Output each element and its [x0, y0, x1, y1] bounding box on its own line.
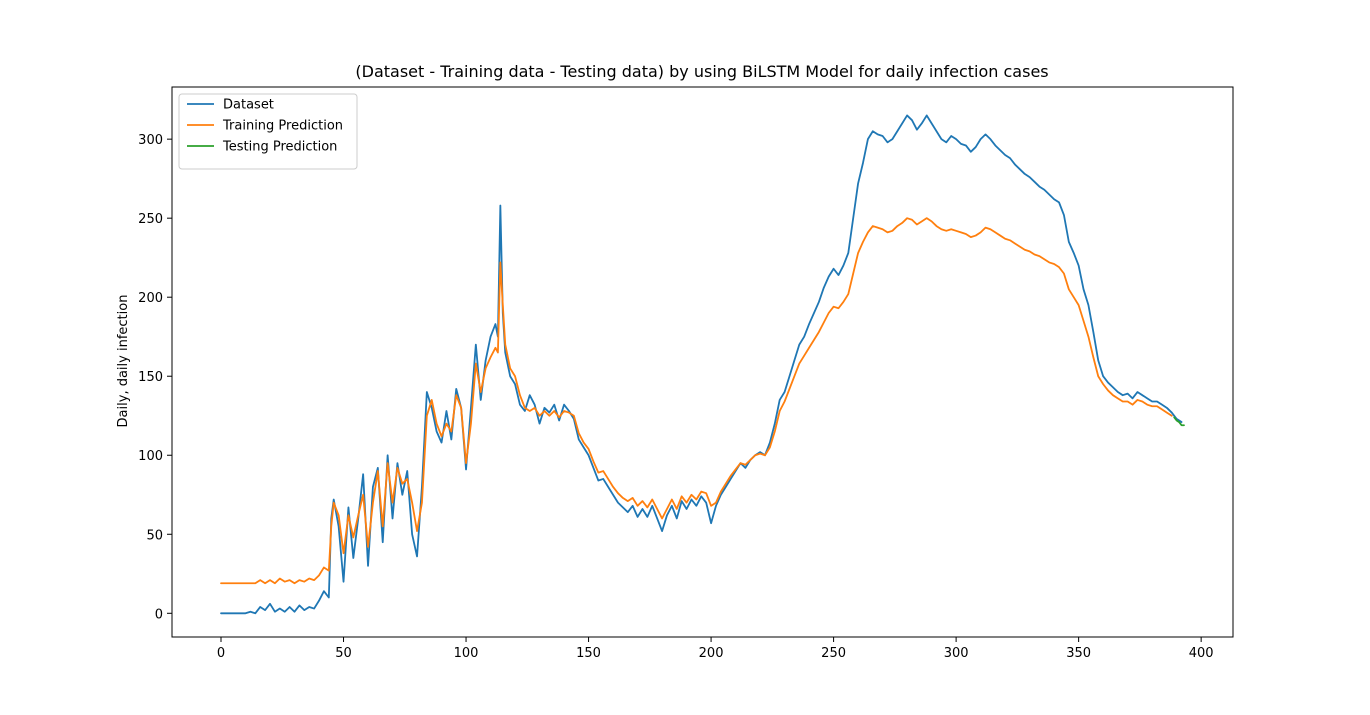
- legend-box: [178, 93, 358, 170]
- y-tick-label: 0: [155, 607, 163, 622]
- x-tick-label: 50: [335, 646, 352, 661]
- y-tick-label: 250: [138, 212, 163, 227]
- y-tick-label: 100: [138, 449, 163, 464]
- legend: Dataset Training Prediction Testing Predic…: [178, 93, 358, 170]
- x-tick-label: 200: [699, 646, 724, 661]
- x-tick-label: 300: [944, 646, 969, 661]
- x-tick-label: 250: [821, 646, 846, 661]
- x-tick-label: 100: [454, 646, 479, 661]
- y-axis: 0 50 100 150 200 250 300: [138, 133, 172, 622]
- y-tick-label: 300: [138, 133, 163, 148]
- y-tick-label: 150: [138, 370, 163, 385]
- series-line-testing-prediction: [1173, 416, 1185, 427]
- x-tick-label: 0: [217, 646, 225, 661]
- y-tick-label: 200: [138, 291, 163, 306]
- plot-area: [171, 86, 1234, 638]
- chart-title: (Dataset - Training data - Testing data)…: [355, 62, 1048, 81]
- legend-label-dataset: Dataset: [223, 98, 274, 113]
- legend-label-testing-prediction: Testing Prediction: [222, 140, 337, 155]
- legend-label-training-prediction: Training Prediction: [222, 119, 343, 134]
- x-tick-label: 400: [1189, 646, 1214, 661]
- series-line-dataset: [220, 114, 1183, 615]
- x-axis: 0 50 100 150 200 250 300 350 400: [217, 637, 1214, 661]
- y-axis-label: Daily, daily infection: [116, 295, 131, 428]
- series-line-training-prediction: [220, 217, 1173, 585]
- x-tick-label: 350: [1066, 646, 1091, 661]
- plot-frame: [171, 86, 1234, 638]
- x-tick-label: 150: [576, 646, 601, 661]
- y-tick-label: 50: [146, 528, 163, 543]
